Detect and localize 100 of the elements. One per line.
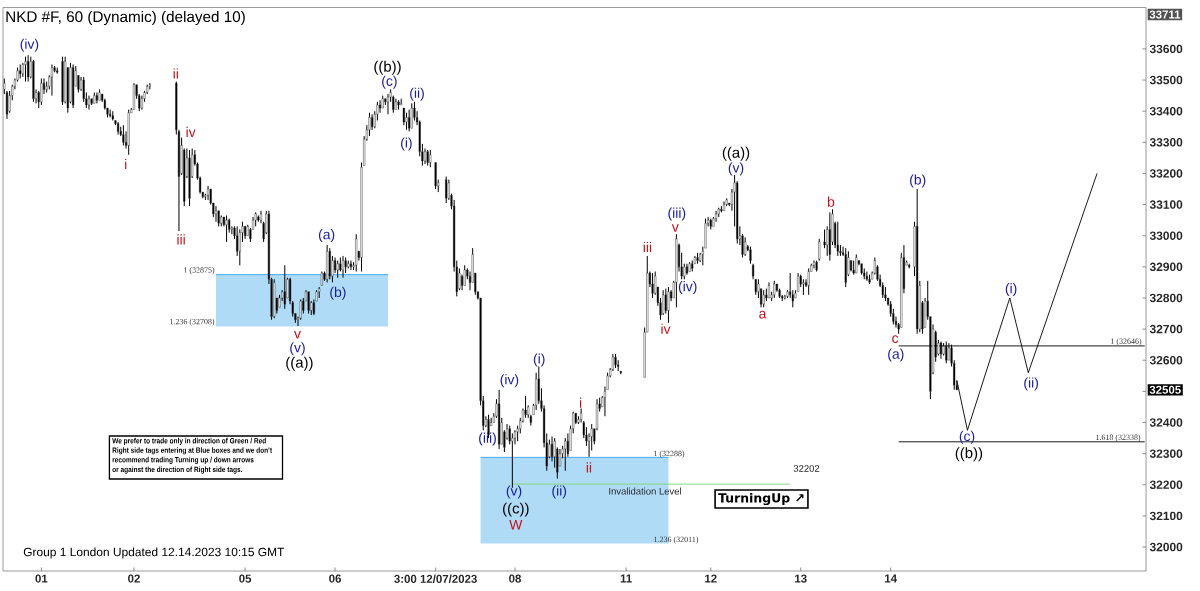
- candlestick: [463, 264, 466, 286]
- candlestick: [434, 162, 437, 190]
- y-tick-label: 33200: [1149, 169, 1183, 178]
- annotation: (v): [728, 162, 744, 176]
- candlestick: [868, 274, 871, 285]
- y-tick-label: 33100: [1149, 200, 1183, 209]
- candlestick: [749, 246, 752, 265]
- annotation: 32202: [793, 465, 820, 472]
- annotation: (i): [401, 137, 412, 151]
- candlestick: [574, 412, 577, 425]
- candlestick: [368, 112, 371, 137]
- candlestick: [90, 98, 93, 106]
- annotation: (ii): [552, 485, 567, 499]
- x-tick-label: 13: [795, 574, 807, 583]
- annotation: TurningUp ↗: [718, 492, 804, 506]
- y-tick-label: 32000: [1149, 542, 1183, 552]
- candlestick: [614, 353, 617, 369]
- candlestick: [524, 395, 527, 419]
- text: 33711: [1149, 10, 1181, 19]
- annotation: ((b)): [955, 447, 983, 462]
- candlestick: [225, 214, 228, 243]
- annotation: iii: [177, 234, 185, 245]
- candlestick: [852, 260, 855, 276]
- x-tick-label: 14: [885, 574, 898, 583]
- annotation: ii: [586, 462, 592, 473]
- y-tick-label: 33300: [1149, 138, 1183, 147]
- annotation: Group 1 London Updated 12.14.2023 10:15 GMT: [23, 547, 285, 559]
- annotation: ((a)): [722, 146, 750, 161]
- annotation: (b): [910, 174, 926, 188]
- annotation: (i): [533, 353, 545, 367]
- y-tick-label: 32800: [1149, 293, 1183, 303]
- candlestick: [754, 279, 757, 296]
- annotation: (c): [959, 430, 975, 444]
- candlestick: [72, 63, 75, 109]
- candlestick: [685, 263, 688, 276]
- annotation: (iv): [678, 281, 697, 295]
- candlestick: [386, 93, 389, 115]
- annotation: (v): [506, 485, 522, 499]
- y-tick-label: 32400: [1149, 418, 1183, 427]
- x-tick-label: 11: [620, 574, 632, 583]
- annotation: iv: [661, 323, 671, 334]
- candlestick: [98, 88, 101, 101]
- annotation: (a): [888, 348, 904, 362]
- annotation: (b): [330, 286, 346, 300]
- annotation: (ii): [1024, 377, 1038, 391]
- candlestick: [715, 210, 718, 223]
- candlestick: [850, 260, 853, 272]
- y-tick-label: 32100: [1149, 511, 1183, 521]
- annotation: Invalidation Level: [609, 487, 681, 495]
- candlestick: [132, 82, 135, 110]
- annotation: iii: [643, 241, 652, 253]
- candlestick: [50, 63, 53, 97]
- x-tick-label: 3:00 12/07/2023: [394, 574, 477, 584]
- candlestick: [40, 77, 43, 106]
- annotation: (iv): [20, 38, 39, 52]
- annotation: (i): [1005, 283, 1017, 297]
- candlestick: [688, 261, 691, 272]
- annotation: (ii): [410, 87, 424, 101]
- candlestick: [916, 188, 919, 335]
- candlestick: [818, 238, 821, 262]
- candlestick: [56, 67, 59, 75]
- annotation: (a): [318, 229, 335, 243]
- candlestick: [336, 260, 339, 279]
- candlestick: [326, 244, 329, 283]
- candlestick: [691, 260, 694, 272]
- candlestick: [87, 95, 90, 111]
- annotation: ii: [173, 68, 178, 79]
- candlestick: [815, 260, 818, 272]
- x-tick-label: 12: [705, 574, 717, 583]
- x-tick-label: 02: [128, 574, 140, 583]
- candlestick: [458, 267, 461, 291]
- candlestick: [355, 233, 358, 272]
- annotation: ((a)): [286, 356, 313, 371]
- candlestick: [863, 267, 866, 280]
- x-tick-label: 08: [509, 574, 521, 583]
- candlestick: [257, 214, 260, 223]
- candlestick: [429, 149, 432, 168]
- candlestick: [148, 82, 151, 90]
- x-tick-label: 01: [35, 574, 48, 583]
- candlestick: [855, 253, 858, 274]
- annotation: ((c)): [503, 502, 529, 517]
- annotation: (iv): [500, 374, 519, 388]
- candlestick: [836, 221, 839, 257]
- candlestick: [394, 98, 397, 110]
- y-tick-label: 33400: [1149, 106, 1183, 116]
- candlestick: [342, 255, 344, 279]
- x-tick-label: 05: [239, 574, 252, 583]
- y-tick-label: 33600: [1149, 44, 1183, 54]
- y-tick-label: 33000: [1149, 231, 1183, 240]
- x-tick-label: 06: [329, 574, 342, 583]
- annotation: b: [827, 196, 835, 207]
- y-tick-label: 32700: [1149, 324, 1183, 334]
- candlestick: [884, 286, 887, 302]
- candlestick: [865, 271, 868, 282]
- candlestick: [744, 236, 747, 257]
- candlestick: [828, 211, 831, 262]
- annotation: i: [125, 158, 127, 170]
- annotation: c: [892, 335, 899, 344]
- annotation: iv: [186, 126, 196, 137]
- candlestick: [207, 185, 210, 201]
